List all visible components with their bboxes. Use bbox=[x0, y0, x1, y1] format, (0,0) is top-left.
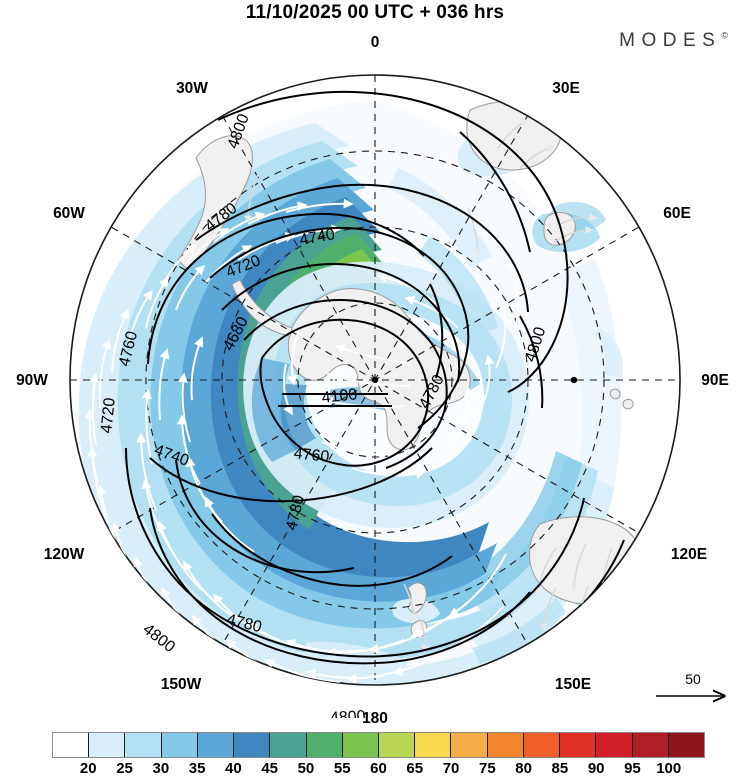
colorbar-cell-1 bbox=[89, 733, 126, 757]
colorbar-tick-50: 50 bbox=[297, 760, 315, 777]
colorbar-cell-17 bbox=[668, 733, 704, 757]
colorbar-cell-14 bbox=[560, 733, 597, 757]
colorbar-tick-60: 60 bbox=[370, 760, 387, 777]
wind-scale: 50 bbox=[650, 672, 736, 703]
colorbar-cell-3 bbox=[161, 733, 198, 757]
colorbar bbox=[52, 732, 705, 758]
colorbar-cell-0 bbox=[53, 733, 90, 757]
colorbar-cell-10 bbox=[415, 733, 452, 757]
lon-label-60W: 60W bbox=[53, 205, 85, 222]
lon-label-0: 0 bbox=[370, 34, 380, 51]
reference-point bbox=[570, 376, 578, 384]
colorbar-cell-5 bbox=[234, 733, 271, 757]
map-boundary bbox=[69, 74, 681, 686]
colorbar-ticks: 20 25 30 35 40 45 50 55 60 65 70 75 80 85 90 95 100 bbox=[0, 760, 750, 782]
colorbar-tick-85: 85 bbox=[551, 760, 569, 777]
colorbar-tick-40: 40 bbox=[225, 760, 242, 777]
wind-scale-value: 50 bbox=[685, 671, 701, 687]
colorbar-tick-80: 80 bbox=[515, 760, 532, 777]
svg-text:4100: 4100 bbox=[321, 386, 358, 407]
lon-label-90W: 90W bbox=[16, 372, 48, 389]
colorbar-tick-20: 20 bbox=[79, 760, 97, 777]
wind-vectors-inner bbox=[283, 256, 519, 480]
lon-label-120W: 120W bbox=[43, 546, 85, 563]
svg-text:4740: 4740 bbox=[298, 226, 336, 249]
colorbar-cell-2 bbox=[125, 733, 162, 757]
colorbar-tick-30: 30 bbox=[152, 760, 170, 777]
colorbar-cell-15 bbox=[596, 733, 633, 757]
modes-logo: MODES© bbox=[619, 30, 728, 52]
colorbar-tick-75: 75 bbox=[478, 760, 496, 777]
page-title: 11/10/2025 00 UTC + 036 hrs bbox=[245, 2, 505, 23]
colorbar-cell-4 bbox=[197, 733, 235, 757]
svg-text:4800: 4800 bbox=[140, 621, 179, 656]
colorbar-cell-12 bbox=[487, 733, 524, 757]
lon-label-150W: 150W bbox=[160, 676, 202, 693]
colorbar-cell-9 bbox=[378, 733, 416, 757]
svg-text:4800: 4800 bbox=[330, 708, 367, 718]
colorbar-cell-8 bbox=[342, 733, 379, 757]
svg-text:4760: 4760 bbox=[293, 445, 330, 466]
lon-label-180: 180 bbox=[362, 710, 388, 727]
colorbar-cell-7 bbox=[306, 733, 343, 757]
colorbar-tick-35: 35 bbox=[188, 760, 206, 777]
svg-text:4720: 4720 bbox=[98, 397, 119, 434]
logo-text: MODES bbox=[619, 30, 722, 51]
colorbar-tick-70: 70 bbox=[442, 760, 460, 777]
copyright-icon: © bbox=[721, 30, 728, 41]
colorbar-tick-100: 100 bbox=[656, 760, 682, 777]
map-panel: 4800 4780 4740 4720 4680 4760 4720 4800 … bbox=[0, 28, 750, 718]
colorbar-tick-55: 55 bbox=[333, 760, 351, 777]
colorbar-tick-95: 95 bbox=[624, 760, 641, 777]
colorbar-tick-45: 45 bbox=[261, 760, 278, 777]
colorbar-cell-13 bbox=[523, 733, 561, 757]
lon-label-90E: 90E bbox=[701, 372, 729, 389]
colorbar-cell-6 bbox=[270, 733, 307, 757]
lon-label-30W: 30W bbox=[176, 80, 208, 97]
colorbar-tick-25: 25 bbox=[116, 760, 133, 777]
colorbar-tick-65: 65 bbox=[406, 760, 424, 777]
pole-marker bbox=[371, 376, 379, 384]
colorbar-tick-90: 90 bbox=[587, 760, 605, 777]
lon-label-60E: 60E bbox=[663, 205, 691, 222]
lon-label-150E: 150E bbox=[554, 676, 592, 693]
colorbar-cell-11 bbox=[451, 733, 488, 757]
lon-label-30E: 30E bbox=[552, 80, 580, 97]
arrow-right-icon bbox=[656, 689, 736, 703]
colorbar-cell-16 bbox=[632, 733, 669, 757]
polar-stereographic-map: 4800 4780 4740 4720 4680 4760 4720 4800 … bbox=[69, 74, 681, 718]
lon-label-120E: 120E bbox=[670, 546, 708, 563]
